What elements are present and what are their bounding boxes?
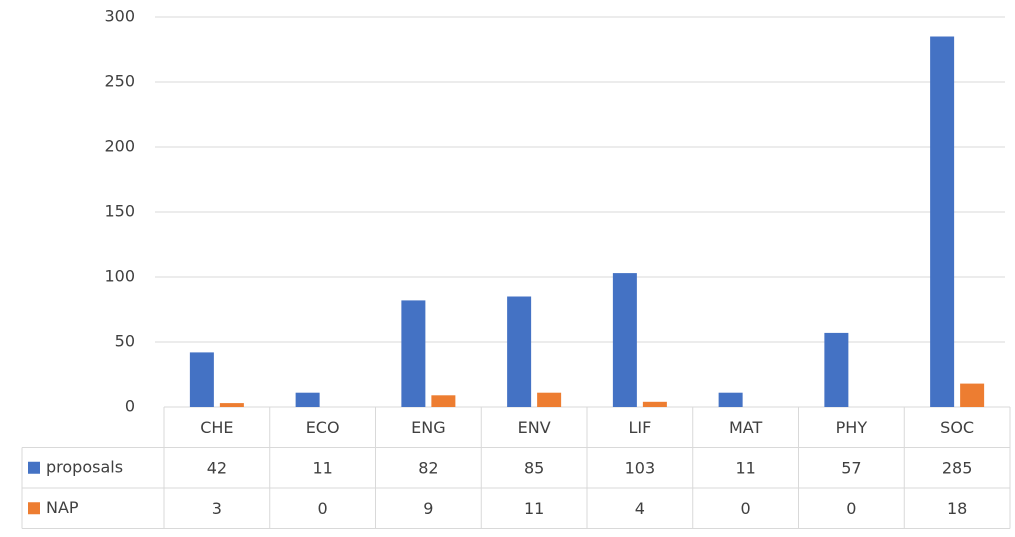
table-value: 57 xyxy=(841,458,861,477)
table-value: 11 xyxy=(524,499,544,518)
bar xyxy=(960,383,985,407)
bar xyxy=(612,273,637,407)
table-value: 285 xyxy=(942,458,973,477)
bar xyxy=(189,352,214,407)
bar xyxy=(295,392,320,407)
table-value: 0 xyxy=(318,499,328,518)
x-tick-label: MAT xyxy=(729,418,763,437)
bar xyxy=(824,332,849,407)
x-tick-label: ENV xyxy=(518,418,551,437)
y-tick-label: 100 xyxy=(104,267,135,286)
legend-label: proposals xyxy=(46,457,123,476)
table-value: 82 xyxy=(418,458,438,477)
bar xyxy=(401,300,426,407)
y-tick-label: 0 xyxy=(125,397,135,416)
bar xyxy=(507,296,532,407)
bar xyxy=(718,392,743,407)
table-value: 0 xyxy=(741,499,751,518)
legend-label: NAP xyxy=(46,498,79,517)
table-value: 18 xyxy=(947,499,967,518)
table-value: 0 xyxy=(846,499,856,518)
y-tick-label: 250 xyxy=(104,72,135,91)
bar xyxy=(431,395,456,407)
x-tick-label: PHY xyxy=(836,418,868,437)
table-value: 11 xyxy=(312,458,332,477)
bar xyxy=(930,36,955,407)
bar xyxy=(642,401,667,407)
y-tick-label: 150 xyxy=(104,202,135,221)
x-tick-label: CHE xyxy=(200,418,233,437)
table-value: 42 xyxy=(207,458,227,477)
y-tick-label: 300 xyxy=(104,7,135,26)
y-tick-label: 200 xyxy=(104,137,135,156)
table-value: 11 xyxy=(735,458,755,477)
y-tick-label: 50 xyxy=(115,332,135,351)
table-value: 3 xyxy=(212,499,222,518)
table-value: 9 xyxy=(423,499,433,518)
bar xyxy=(537,392,562,407)
x-tick-label: ENG xyxy=(411,418,445,437)
legend-swatch xyxy=(28,502,40,515)
x-tick-label: SOC xyxy=(940,418,974,437)
table-value: 103 xyxy=(625,458,656,477)
legend-swatch xyxy=(28,461,40,474)
x-tick-label: ECO xyxy=(306,418,340,437)
table-value: 85 xyxy=(524,458,544,477)
bar xyxy=(219,403,244,407)
x-tick-label: LIF xyxy=(628,418,651,437)
table-value: 4 xyxy=(635,499,645,518)
